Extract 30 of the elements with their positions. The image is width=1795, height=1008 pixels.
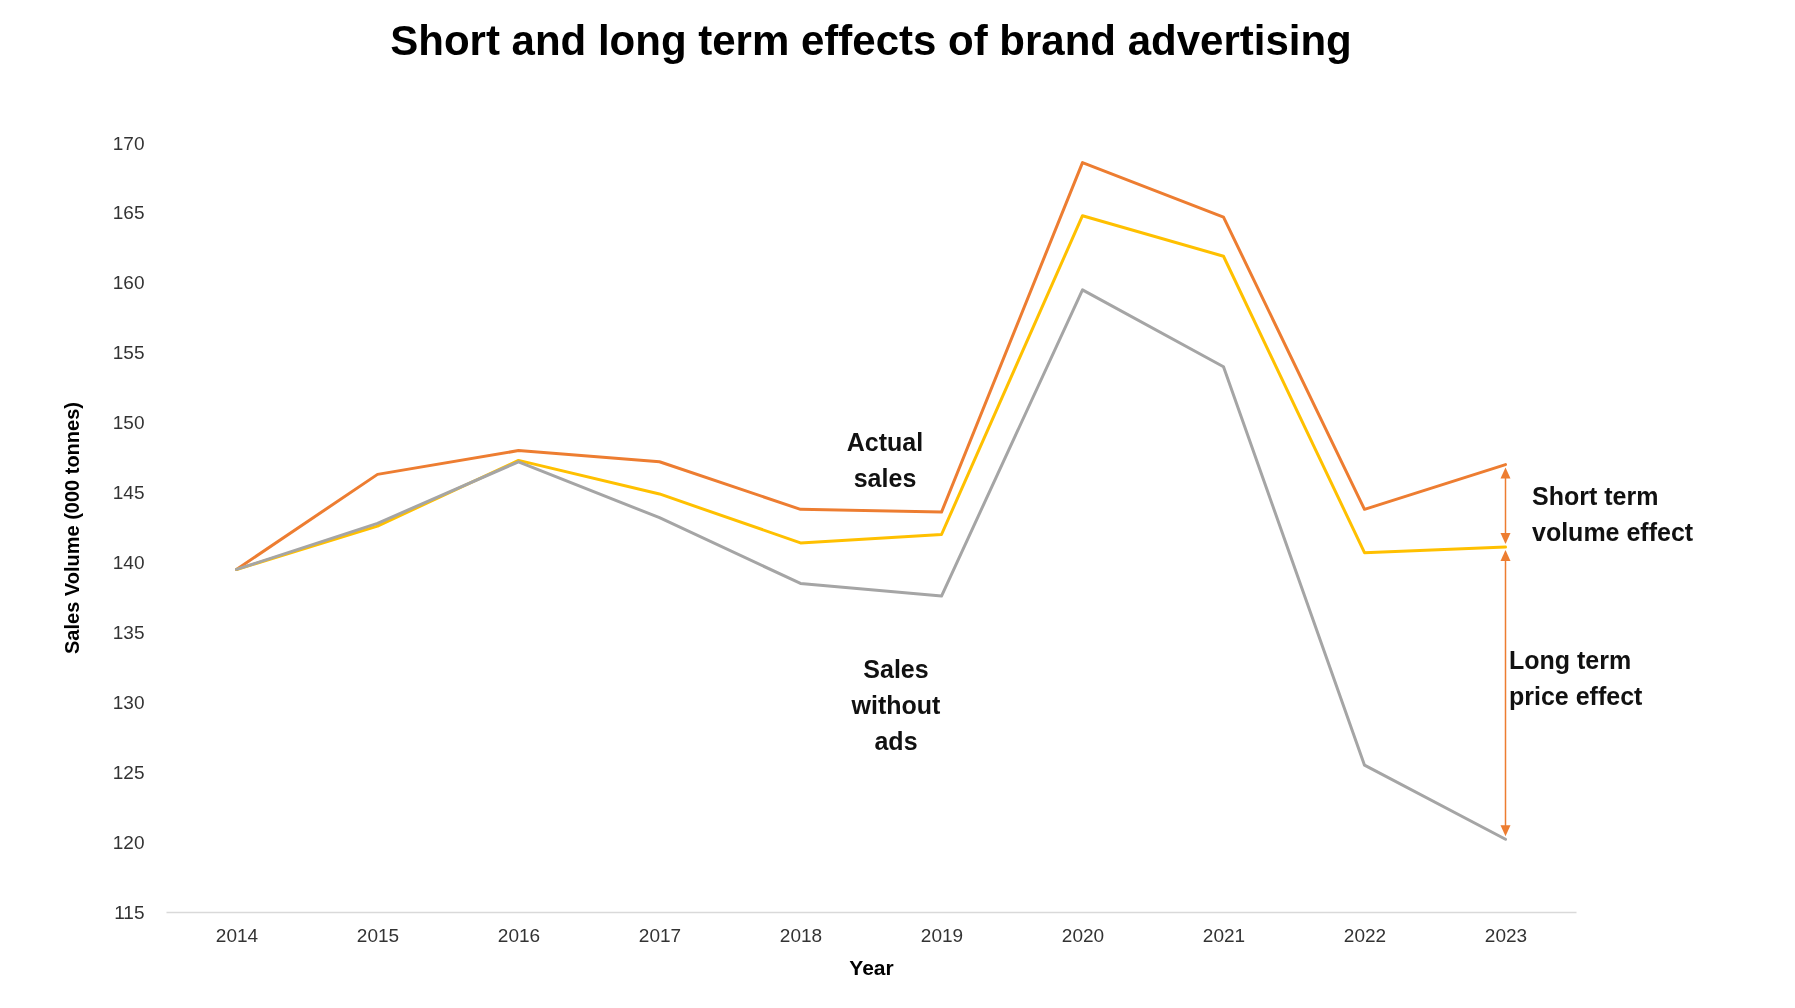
y-tick-label: 140 (112, 551, 145, 573)
x-tick-label: 2023 (1484, 924, 1528, 946)
x-axis-title: Year (849, 955, 894, 979)
y-tick-label: 135 (112, 621, 145, 643)
y-tick-label: 170 (112, 132, 145, 154)
x-tick-label: 2018 (779, 924, 823, 946)
y-tick-label: 130 (112, 691, 145, 713)
x-tick-label: 2021 (1202, 924, 1246, 946)
annotation: Long term price effect (1509, 646, 1644, 710)
y-tick-label: 155 (112, 342, 145, 364)
y-tick-label: 145 (112, 482, 145, 504)
y-tick-label: 165 (112, 202, 145, 224)
series-label: Actual sales (846, 428, 924, 492)
annotation: Short term volume effect (1532, 482, 1694, 546)
y-tick-label: 160 (112, 272, 145, 294)
y-tick-label: 120 (112, 831, 145, 853)
y-tick-label: 115 (114, 901, 145, 923)
y-axis-title: Sales Volume (000 tonnes) (60, 402, 83, 654)
x-tick-label: 2015 (356, 924, 400, 946)
x-tick-label: 2020 (1061, 924, 1105, 946)
y-tick-label: 150 (112, 412, 145, 434)
text: Sales without ads (850, 655, 942, 755)
x-tick-label: 2022 (1343, 924, 1387, 946)
x-tick-label: 2014 (215, 924, 259, 946)
x-tick-label: 2019 (920, 924, 964, 946)
x-tick-label: 2016 (497, 924, 541, 946)
chart-title: Short and long term effects of brand advertising (390, 17, 1352, 64)
x-tick-label: 2017 (638, 924, 682, 946)
y-tick-label: 125 (112, 761, 145, 783)
line-series (235, 288, 1507, 841)
